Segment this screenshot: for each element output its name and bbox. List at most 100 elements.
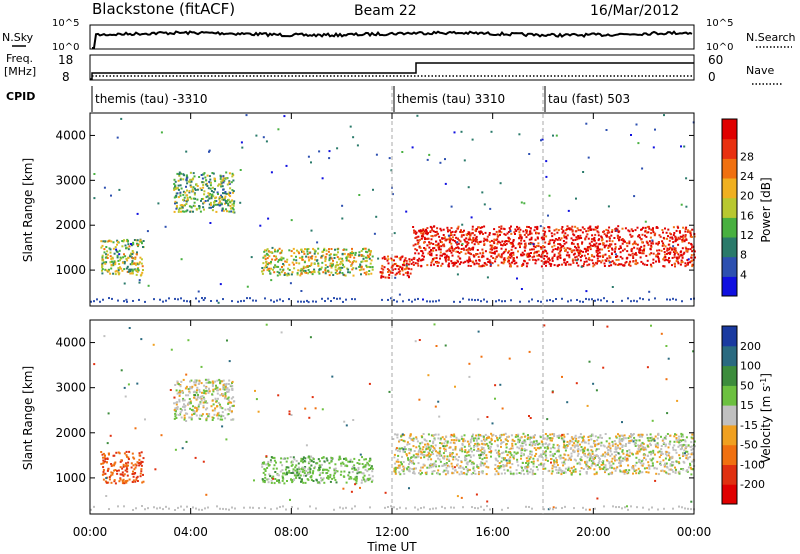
data-cell	[282, 263, 285, 265]
data-cell	[481, 191, 484, 194]
data-cell	[684, 230, 687, 233]
data-cell	[684, 234, 687, 236]
data-cell	[296, 272, 299, 275]
data-cell	[530, 444, 533, 447]
data-cell	[460, 248, 463, 250]
data-cell	[360, 481, 363, 484]
data-cell	[351, 467, 354, 470]
data-cell	[395, 448, 397, 451]
data-cell	[650, 265, 653, 268]
data-cell	[552, 248, 555, 251]
data-cell	[685, 177, 688, 180]
data-cell	[563, 462, 566, 465]
data-cell	[402, 465, 405, 468]
data-cell	[279, 258, 282, 261]
data-cell	[131, 473, 134, 475]
data-cell	[591, 445, 594, 448]
data-cell	[203, 397, 206, 400]
data-cell	[536, 468, 539, 471]
data-cell	[210, 405, 213, 408]
data-cell	[281, 266, 283, 268]
data-cell	[512, 456, 515, 459]
data-cell	[621, 449, 624, 452]
data-cell	[420, 265, 423, 268]
data-cell	[369, 262, 372, 265]
data-cell	[624, 444, 627, 447]
data-cell	[403, 466, 406, 469]
data-cell	[336, 248, 339, 251]
data-cell	[468, 443, 471, 446]
data-cell	[656, 446, 659, 449]
data-cell	[372, 188, 374, 191]
data-cell	[117, 469, 120, 472]
data-cell	[433, 447, 436, 450]
data-cell	[687, 453, 690, 455]
data-cell	[602, 254, 605, 257]
data-cell	[130, 243, 132, 245]
data-cell	[672, 448, 675, 451]
data-cell	[604, 253, 607, 256]
data-cell	[494, 260, 497, 263]
data-cell	[176, 408, 179, 411]
data-cell	[523, 253, 526, 256]
data-cell	[451, 262, 454, 265]
data-cell	[630, 436, 632, 439]
data-cell	[262, 256, 265, 259]
data-cell	[313, 270, 316, 273]
data-cell	[627, 464, 630, 467]
data-cell	[504, 300, 506, 303]
data-cell	[326, 265, 329, 268]
data-cell	[301, 255, 304, 258]
data-cell	[482, 233, 484, 235]
data-cell	[556, 461, 558, 464]
data-cell	[300, 290, 303, 292]
data-cell	[349, 271, 351, 274]
data-cell	[185, 210, 188, 213]
data-cell	[529, 230, 532, 233]
data-cell	[554, 238, 557, 241]
data-cell	[613, 467, 616, 470]
data-cell	[268, 262, 270, 265]
data-cell	[434, 244, 437, 247]
data-cell	[227, 202, 229, 205]
data-cell	[127, 464, 129, 467]
data-cell	[550, 232, 553, 235]
data-cell	[462, 438, 465, 441]
data-cell	[583, 446, 586, 449]
data-cell	[693, 440, 696, 443]
data-cell	[134, 256, 137, 259]
data-cell	[193, 205, 196, 208]
data-cell	[602, 256, 604, 258]
data-cell	[640, 460, 643, 463]
data-cell	[650, 465, 653, 467]
data-cell	[419, 450, 422, 453]
data-cell	[404, 448, 407, 451]
data-cell	[222, 379, 225, 382]
data-cell	[455, 453, 458, 456]
data-cell	[579, 229, 582, 232]
data-cell	[500, 442, 502, 445]
data-cell	[593, 462, 596, 465]
data-cell	[445, 254, 448, 257]
data-cell	[666, 298, 668, 301]
data-cell	[202, 401, 205, 404]
data-cell	[645, 448, 648, 451]
data-cell	[432, 247, 434, 250]
data-cell	[394, 268, 397, 271]
data-cell	[445, 462, 448, 464]
data-cell	[426, 442, 429, 445]
data-cell	[511, 442, 514, 445]
data-cell	[579, 470, 582, 473]
data-cell	[499, 434, 502, 437]
data-cell	[199, 414, 202, 417]
data-cell	[522, 454, 525, 457]
data-cell	[387, 271, 389, 273]
data-cell	[353, 464, 356, 467]
data-cell	[674, 236, 677, 239]
data-cell	[508, 227, 511, 230]
data-cell	[329, 262, 332, 265]
data-cell	[477, 437, 480, 440]
data-cell	[114, 246, 117, 249]
data-cell	[477, 255, 480, 258]
data-cell	[526, 470, 529, 473]
